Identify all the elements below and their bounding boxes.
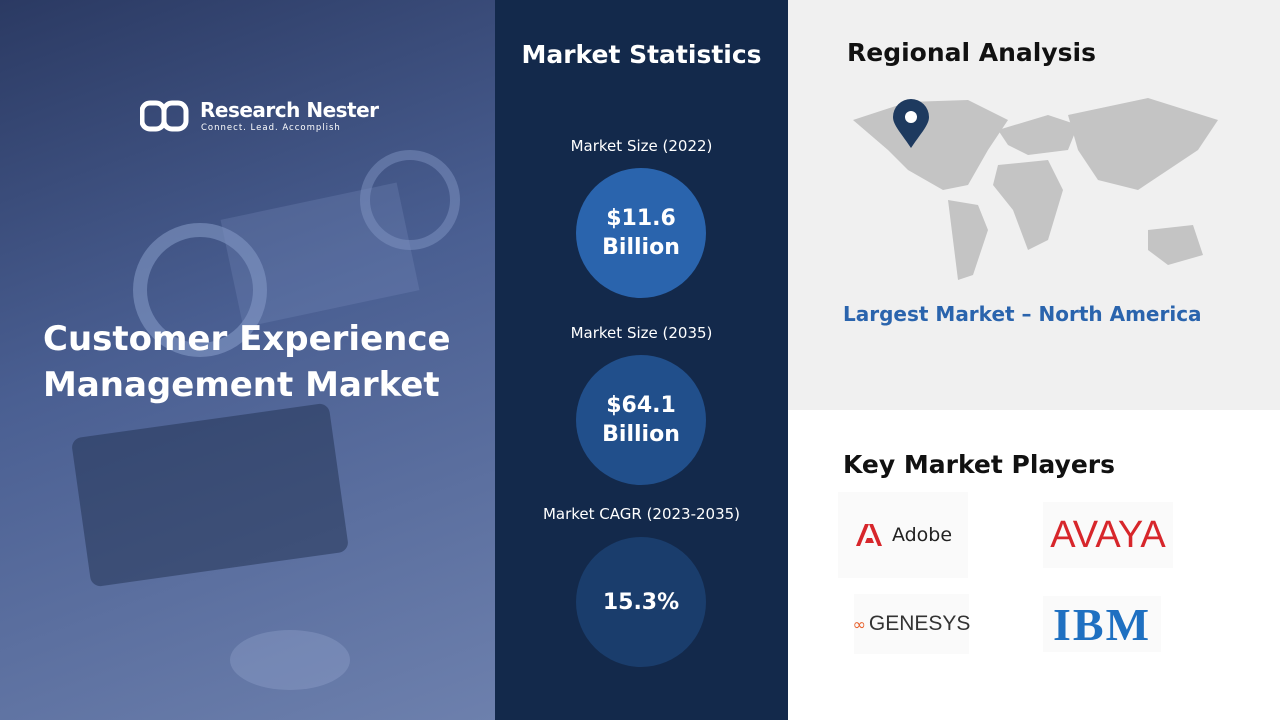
player-logo: IBM — [1043, 596, 1161, 652]
hero-title: Customer Experience Management Market — [43, 316, 451, 408]
brand-tagline: Connect. Lead. Accomplish — [201, 123, 341, 133]
stat-value: $64.1 Billion — [576, 355, 706, 485]
player-logo: AVAYA — [1043, 502, 1173, 568]
regional-panel: Regional Analysis Largest Market – North… — [788, 0, 1280, 410]
world-map — [853, 98, 1218, 280]
title-line: Management Market — [43, 365, 440, 405]
player-name: AVAYA — [1050, 513, 1166, 556]
player-name: IBM — [1053, 598, 1151, 650]
stat-label: Market Size (2035) — [570, 324, 713, 342]
largest-market: Largest Market – North America — [843, 302, 1202, 326]
player-name: GENESYS — [868, 612, 971, 635]
statistics-panel: Market Statistics Market Size (2022) $11… — [495, 0, 788, 720]
logo-icon — [140, 100, 189, 132]
stat-value: 15.3% — [576, 537, 706, 667]
hero-background — [72, 150, 460, 690]
title-line: Customer Experience — [43, 319, 451, 359]
hero-panel: Research Nester Connect. Lead. Accomplis… — [0, 0, 495, 720]
regional-heading: Regional Analysis — [847, 38, 1096, 67]
players-heading: Key Market Players — [843, 450, 1115, 479]
player-name: Adobe — [891, 524, 953, 546]
adobe-icon — [855, 524, 882, 546]
stat-value: $11.6 Billion — [576, 168, 706, 298]
player-logo: ∞ GENESYS — [852, 594, 971, 654]
player-logo: Adobe — [838, 492, 968, 578]
location-pin — [893, 99, 929, 148]
genesys-icon: ∞ — [852, 614, 866, 634]
brand-name: Research Nester — [200, 98, 379, 122]
stat-label: Market Size (2022) — [570, 137, 713, 155]
statistics-heading: Market Statistics — [521, 40, 762, 69]
stat-label: Market CAGR (2023-2035) — [542, 505, 741, 523]
players-panel: Key Market Players Adobe AVAYA ∞ GENESYS… — [788, 410, 1280, 720]
